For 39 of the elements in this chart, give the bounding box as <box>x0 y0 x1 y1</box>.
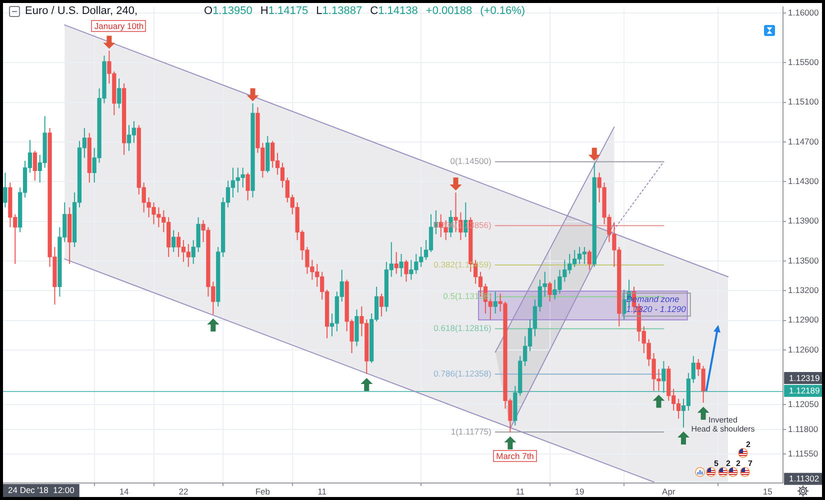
text: 24 Dec '18 12:00 <box>8 484 75 495</box>
y-tick-label: 1.13500 <box>788 255 819 266</box>
ref-line-label: 1.12189 <box>789 386 820 396</box>
annotation: 1.12319 <box>789 372 820 383</box>
series-label: 0.618(1.12816) <box>434 323 492 334</box>
series-label: 1(1.11775) <box>450 426 492 436</box>
annotation: January 10th <box>94 20 144 31</box>
y-tick-label: 1.13200 <box>788 285 819 295</box>
annotation: 2 <box>746 440 751 449</box>
y-tick-label: 1.12900 <box>788 314 819 325</box>
annotation: 2 <box>726 459 731 468</box>
series-label: 0(1.14500) <box>450 156 492 166</box>
text: O1.13950 H1.14175 L1.13887 C1.14138 +0.00188 (+0.16%) <box>204 5 526 17</box>
x-tick-label: Feb <box>255 486 270 496</box>
y-tick-label: 1.14300 <box>788 176 819 186</box>
x-tick-label: 11 <box>516 486 525 496</box>
chart-title: Euro / U.S. Dollar, 240, <box>25 5 138 18</box>
y-tick-label: 1.15500 <box>788 56 819 67</box>
annotation: 7 <box>748 459 753 468</box>
x-tick-label: 19 <box>574 486 585 496</box>
x-tick-label: 22 <box>178 486 188 496</box>
y-tick-label: 1.13900 <box>788 216 819 226</box>
annotation: 2 <box>736 459 741 468</box>
series-label: 0.786(1.12358) <box>434 368 492 378</box>
y-tick-label: 1.15100 <box>788 96 819 107</box>
x-tick-label: 11 <box>318 486 327 496</box>
annotation: 5 <box>714 459 719 468</box>
x-tick-label: 14 <box>119 486 130 496</box>
x-tick-label: 15 <box>762 486 773 496</box>
y-tick-label: 1.11800 <box>788 424 818 434</box>
y-tick-label: 1.11550 <box>788 448 818 459</box>
y-tick-label: 1.16000 <box>788 7 819 18</box>
annotation: Inverted Head & shoulders <box>691 416 755 434</box>
annotation: March 7th <box>496 450 534 461</box>
y-tick-label: 1.12050 <box>788 399 819 410</box>
annotation: 1.11302 <box>789 474 820 484</box>
y-tick-label: 1.14700 <box>788 136 819 146</box>
x-tick-label: Apr <box>662 486 676 496</box>
y-tick-label: 1.12600 <box>788 344 819 354</box>
